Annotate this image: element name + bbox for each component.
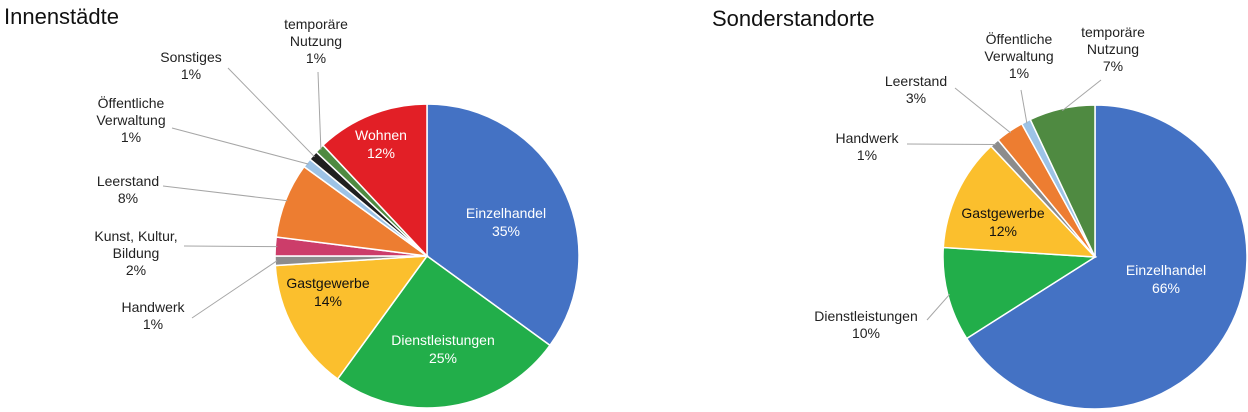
data-label-einzelhandel: Einzelhandel 35%: [466, 205, 546, 239]
pie-slice-gastgewerbe: [942, 145, 1097, 258]
leader-line-handwerk: [906, 143, 996, 145]
data-label-handwerk: Handwerk 1%: [121, 299, 185, 332]
data-label-dienstleistungen: Dienstleistungen 10%: [814, 308, 918, 341]
leader-line-sonstiges: [227, 67, 315, 158]
data-label-handwerk: Handwerk 1%: [835, 130, 899, 163]
leader-line-oeffentliche-verwaltung: [171, 127, 309, 165]
data-label-leerstand: Leerstand 8%: [97, 173, 159, 206]
pie-slice-einzelhandel: [426, 103, 580, 347]
pie-slice-einzelhandel: [965, 104, 1248, 410]
data-label-oeffentliche-verwaltung: Öffentliche Verwaltung 1%: [984, 30, 1053, 81]
leader-line-leerstand: [954, 87, 1012, 134]
pie-slice-wohnen: [321, 103, 428, 258]
chart-title-sonderstandorte: Sonderstandorte: [712, 6, 875, 31]
leader-line-handwerk: [191, 260, 278, 319]
leader-line-dienstleistungen: [926, 293, 951, 321]
data-label-sonstiges: Sonstiges 1%: [160, 49, 221, 82]
data-label-temporaere-nutzung: temporäre Nutzung 7%: [1081, 24, 1145, 74]
pie-slice-dienstleistungen: [336, 254, 552, 409]
pie-slice-temporaere-nutzung: [1029, 104, 1096, 258]
data-label-wohnen: Wohnen 12%: [355, 127, 407, 161]
data-label-kunst-kultur-bildung: Kunst, Kultur, Bildung 2%: [94, 228, 177, 278]
data-label-oeffentliche-verwaltung: Öffentliche Verwaltung 1%: [96, 94, 165, 145]
pie-slice-dienstleistungen: [942, 246, 1098, 340]
leader-line-temporaere-nutzung: [317, 71, 322, 150]
pie-slice-gastgewerbe: [274, 255, 429, 381]
leader-line-leerstand: [162, 185, 288, 202]
data-label-leerstand: Leerstand 3%: [885, 73, 947, 106]
data-label-gastgewerbe: Gastgewerbe 14%: [286, 275, 369, 309]
data-label-dienstleistungen: Dienstleistungen 25%: [391, 332, 495, 366]
chart-title-innenstaedte: Innenstädte: [4, 4, 119, 29]
leader-line-kunst-kultur-bildung: [183, 245, 278, 248]
pie-chart-innenstaedte: Einzelhandel 35% Dienstleistungen 25% Gastge…: [94, 16, 580, 409]
data-label-einzelhandel: Einzelhandel 66%: [1126, 262, 1206, 296]
leader-line-oeffentliche-verwaltung: [1020, 89, 1028, 124]
pie-chart-sonderstandorte: Einzelhandel 66% Dienstleistungen 10% Gastge…: [814, 24, 1248, 410]
leader-line-temporaere-nutzung: [1061, 79, 1102, 111]
data-label-temporaere-nutzung: temporäre Nutzung 1%: [284, 16, 348, 66]
data-label-gastgewerbe: Gastgewerbe 12%: [961, 205, 1044, 239]
